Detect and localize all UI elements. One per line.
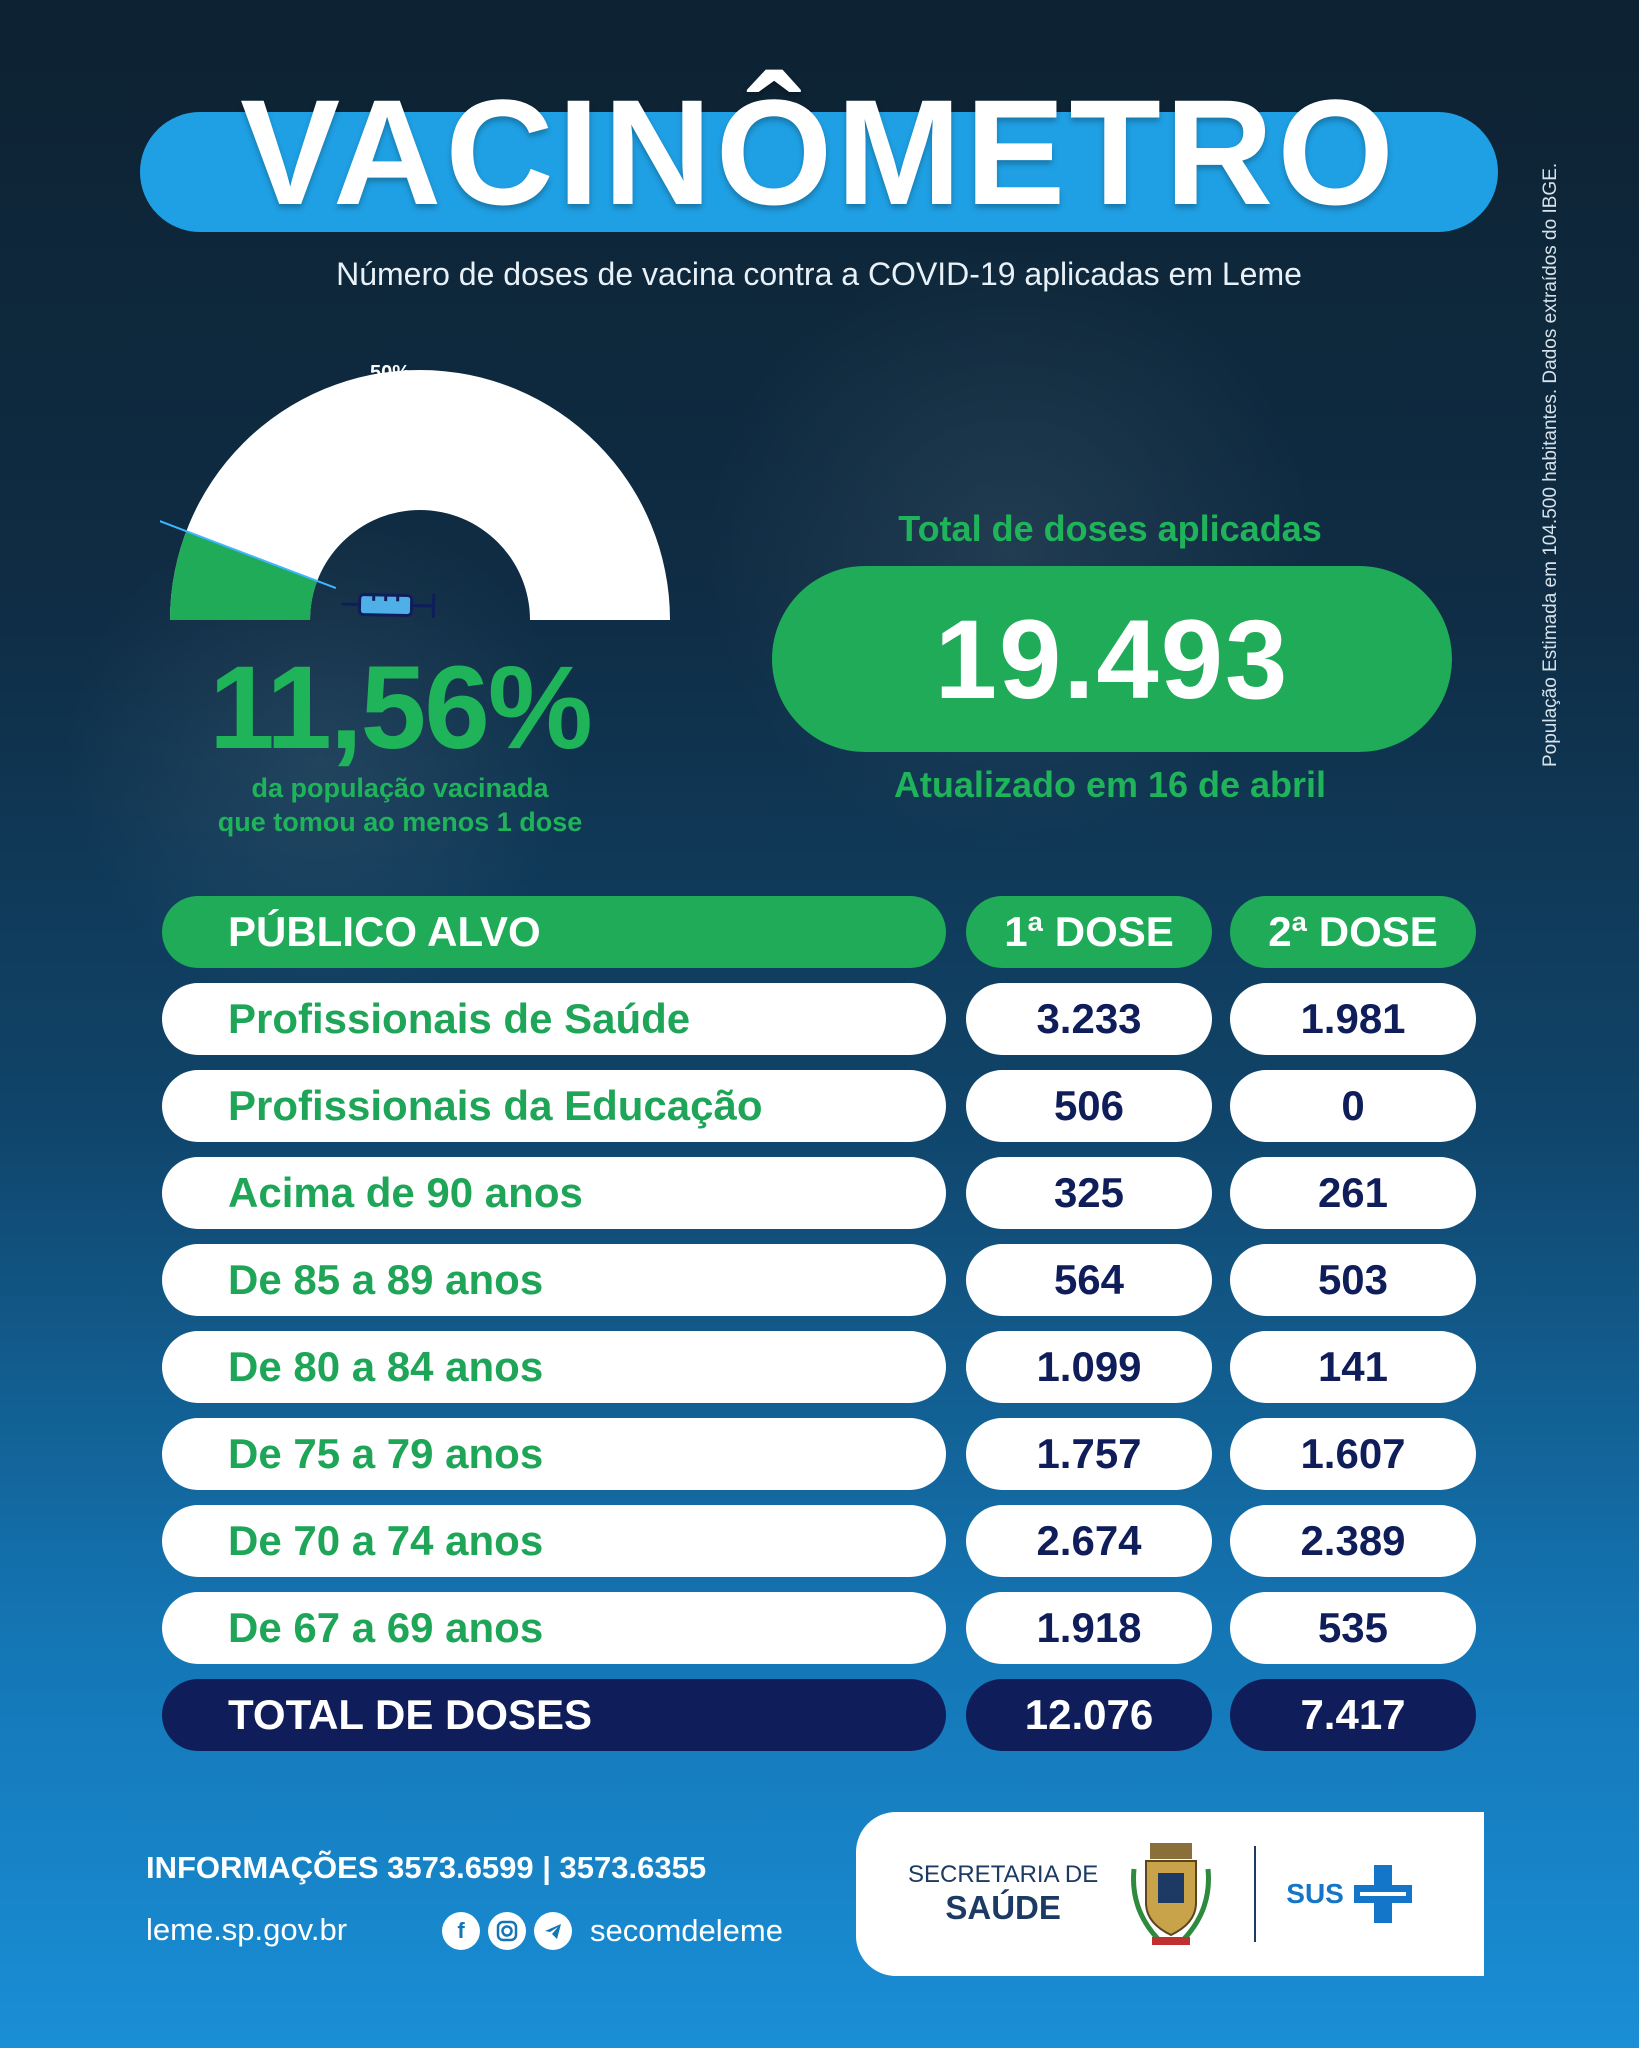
- table-header: PÚBLICO ALVO 1ª DOSE 2ª DOSE: [162, 896, 1476, 968]
- social-links: f secomdeleme: [442, 1912, 783, 1950]
- row-dose1: 1.099: [966, 1331, 1212, 1403]
- page-title: VACINÔMETRO: [240, 68, 1398, 236]
- row-dose1: 2.674: [966, 1505, 1212, 1577]
- row-dose2: 141: [1230, 1331, 1476, 1403]
- gauge-needle: [160, 520, 337, 589]
- table-row: De 75 a 79 anos 1.757 1.607: [162, 1418, 1476, 1490]
- updated-date: Atualizado em 16 de abril: [893, 764, 1327, 805]
- background-decor: [700, 240, 1320, 860]
- website-link[interactable]: leme.sp.gov.br: [146, 1912, 348, 1947]
- city-crest-icon: [1131, 1843, 1212, 1945]
- row-group: Acima de 90 anos: [162, 1157, 946, 1229]
- doses-table: PÚBLICO ALVO 1ª DOSE 2ª DOSE Profissiona…: [162, 896, 1476, 1766]
- sus-text: SUS: [1286, 1878, 1344, 1909]
- instagram-icon[interactable]: [488, 1912, 526, 1950]
- gauge-label-100: 100%: [596, 548, 618, 600]
- row-group: De 75 a 79 anos: [162, 1418, 946, 1490]
- percent-caption-line2: que tomou ao menos 1 dose: [217, 806, 583, 837]
- vaccination-gauge: [160, 370, 670, 620]
- table-row: De 70 a 74 anos 2.674 2.389: [162, 1505, 1476, 1577]
- row-dose1: 1.757: [966, 1418, 1212, 1490]
- table-row: Profissionais da Educação 506 0: [162, 1070, 1476, 1142]
- row-group: Profissionais de Saúde: [162, 983, 946, 1055]
- row-dose2: 2.389: [1230, 1505, 1476, 1577]
- row-dose2: 0: [1230, 1070, 1476, 1142]
- syringe-icon: [341, 593, 436, 619]
- table-row: De 67 a 69 anos 1.918 535: [162, 1592, 1476, 1664]
- logo-divider: [1254, 1846, 1257, 1942]
- footer-total-dose2: 7.417: [1230, 1679, 1476, 1751]
- secretaria-logo-box: SECRETARIA DE SAÚDE SUS: [856, 1812, 1484, 1976]
- vaccinated-percent: 11,56%: [209, 642, 593, 774]
- table-row: De 85 a 89 anos 564 503: [162, 1244, 1476, 1316]
- subtitle: Número de doses de vacina contra a COVID…: [336, 256, 1302, 292]
- title-banner: VACINÔMETRO: [140, 77, 1498, 232]
- sus-cross-icon: [1353, 1865, 1412, 1923]
- percent-caption: da população vacinada que tomou ao menos…: [150, 772, 650, 840]
- row-group: De 80 a 84 anos: [162, 1331, 946, 1403]
- sus-logo: SUS: [1286, 1861, 1416, 1927]
- footer-total-dose1: 12.076: [966, 1679, 1212, 1751]
- row-dose2: 503: [1230, 1244, 1476, 1316]
- row-group: Profissionais da Educação: [162, 1070, 946, 1142]
- row-group: De 85 a 89 anos: [162, 1244, 946, 1316]
- row-dose1: 564: [966, 1244, 1212, 1316]
- header-dose1: 1ª DOSE: [966, 896, 1212, 968]
- row-group: De 67 a 69 anos: [162, 1592, 946, 1664]
- row-dose2: 535: [1230, 1592, 1476, 1664]
- table-row: De 80 a 84 anos 1.099 141: [162, 1331, 1476, 1403]
- secretaria-line1: SECRETARIA DE: [908, 1861, 1099, 1888]
- total-doses-label: Total de doses aplicadas: [898, 508, 1322, 549]
- row-dose1: 1.918: [966, 1592, 1212, 1664]
- row-dose1: 506: [966, 1070, 1212, 1142]
- gauge-fill-arc: [170, 531, 318, 620]
- header-dose2: 2ª DOSE: [1230, 896, 1476, 968]
- gauge-background-arc: [170, 370, 670, 620]
- secretaria-line2: SAÚDE: [945, 1889, 1061, 1926]
- row-group: De 70 a 74 anos: [162, 1505, 946, 1577]
- telegram-icon[interactable]: [534, 1912, 572, 1950]
- table-row: Acima de 90 anos 325 261: [162, 1157, 1476, 1229]
- row-dose1: 3.233: [966, 983, 1212, 1055]
- table-row: Profissionais de Saúde 3.233 1.981: [162, 983, 1476, 1055]
- row-dose1: 325: [966, 1157, 1212, 1229]
- row-dose2: 1.981: [1230, 983, 1476, 1055]
- header-public: PÚBLICO ALVO: [162, 896, 946, 968]
- info-phones: INFORMAÇÕES 3573.6599 | 3573.6355: [146, 1850, 707, 1885]
- secretaria-text: SECRETARIA DE SAÚDE: [908, 1861, 1098, 1927]
- total-doses-value: 19.493: [934, 596, 1290, 722]
- total-doses-badge: 19.493: [772, 566, 1452, 752]
- facebook-icon[interactable]: f: [442, 1912, 480, 1950]
- percent-caption-line1: da população vacinada: [251, 773, 549, 803]
- table-footer: TOTAL DE DOSES 12.076 7.417: [162, 1679, 1476, 1751]
- row-dose2: 261: [1230, 1157, 1476, 1229]
- row-dose2: 1.607: [1230, 1418, 1476, 1490]
- social-handle: secomdeleme: [590, 1913, 783, 1948]
- footer-total-label: TOTAL DE DOSES: [162, 1679, 946, 1751]
- population-note: População Estimada em 104.500 habitantes…: [1540, 162, 1561, 768]
